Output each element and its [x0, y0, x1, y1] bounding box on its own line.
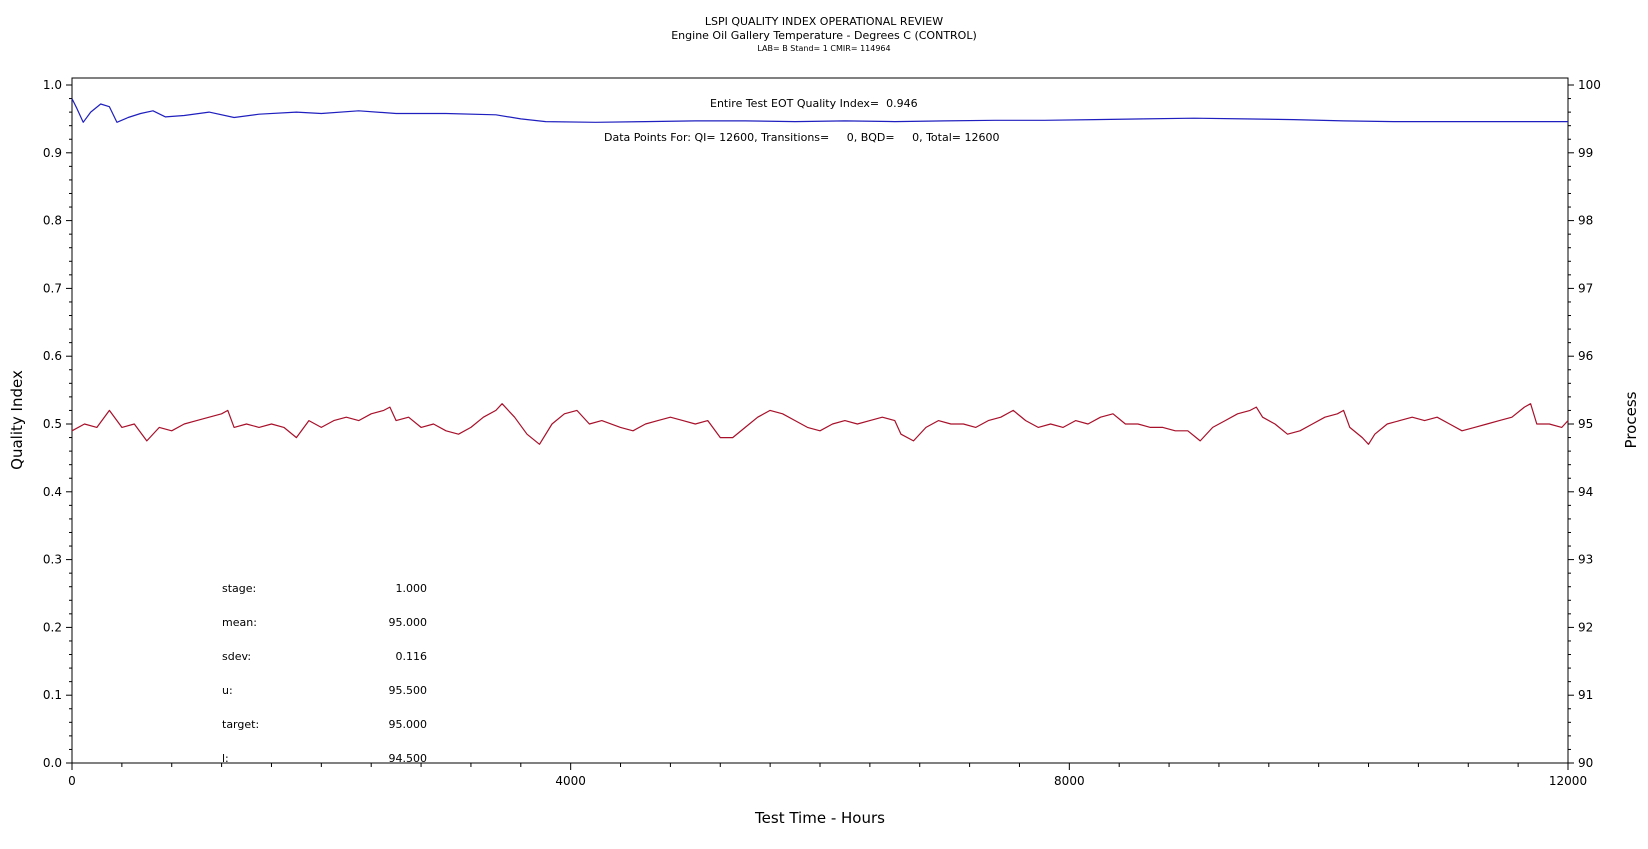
stat-value-target: 95.000 [389, 718, 428, 731]
stat-label-stage: stage: [222, 582, 256, 595]
stat-label-sdev: sdev: [222, 650, 251, 663]
y-right-tick-label: 91 [1578, 688, 1593, 702]
chart-title: LSPI QUALITY INDEX OPERATIONAL REVIEW [705, 15, 943, 28]
stat-label-mean: mean: [222, 616, 257, 629]
y-left-tick-label: 0.1 [43, 688, 62, 702]
chart-info-line: LAB= B Stand= 1 CMIR= 114964 [757, 44, 890, 53]
y-left-tick-label: 0.4 [43, 485, 62, 499]
x-tick-label: 0 [68, 774, 76, 788]
stat-label-l: l: [222, 752, 229, 765]
x-axis: 0 4000 8000 12000 [68, 763, 1587, 788]
y-left-tick-label: 0.2 [43, 620, 62, 634]
y-left-tick-label: 0.9 [43, 146, 62, 160]
stat-label-target: target: [222, 718, 259, 731]
y-right-tick-label: 100 [1578, 78, 1601, 92]
y-right-tick-label: 99 [1578, 146, 1593, 160]
y-right-tick-label: 93 [1578, 553, 1593, 567]
x-tick-label: 12000 [1549, 774, 1587, 788]
y-right-tick-label: 92 [1578, 620, 1593, 634]
series-0-line [71, 98, 1568, 123]
y-right-tick-label: 97 [1578, 281, 1593, 295]
quality-index-annotation: Entire Test EOT Quality Index= 0.946 [710, 97, 918, 110]
y-left-tick-label: 0.8 [43, 214, 62, 228]
y-axis-right-label: Process [1622, 391, 1640, 448]
y-right-tick-label: 90 [1578, 756, 1593, 770]
y-right-tick-label: 95 [1578, 417, 1593, 431]
series-1-line [71, 403, 1569, 445]
y-left-tick-label: 1.0 [43, 78, 62, 92]
plot-frame [71, 77, 1569, 764]
data-points-annotation: Data Points For: QI= 12600, Transitions=… [604, 131, 999, 144]
stat-value-l: 94.500 [389, 752, 428, 765]
x-tick-label: 4000 [555, 774, 586, 788]
stat-value-u: 95.500 [389, 684, 428, 697]
stats-block: stage: 1.000 mean: 95.000 sdev: 0.116 u:… [222, 582, 427, 765]
x-tick-label: 8000 [1054, 774, 1085, 788]
y-left-tick-label: 0.0 [43, 756, 62, 770]
y-right-tick-label: 96 [1578, 349, 1593, 363]
stat-value-mean: 95.000 [389, 616, 428, 629]
x-axis-label: Test Time - Hours [754, 809, 885, 827]
y-left-tick-label: 0.7 [43, 281, 62, 295]
y-right-tick-label: 94 [1578, 485, 1593, 499]
y-axis-left: 0.0 0.1 0.2 0.3 0.4 0.5 0.6 0.7 0.8 0.9 1.0 [43, 78, 72, 770]
y-axis-left-label: Quality Index [8, 370, 26, 470]
chart-subtitle: Engine Oil Gallery Temperature - Degrees… [671, 29, 977, 42]
stat-value-stage: 1.000 [396, 582, 428, 595]
y-axis-right: 90 91 92 93 94 95 96 97 98 99 100 [1568, 78, 1601, 770]
stat-value-sdev: 0.116 [396, 650, 428, 663]
y-right-tick-label: 98 [1578, 214, 1593, 228]
stat-label-u: u: [222, 684, 233, 697]
series-layer [71, 98, 1569, 445]
y-left-tick-label: 0.3 [43, 553, 62, 567]
y-left-tick-label: 0.5 [43, 417, 62, 431]
y-left-tick-label: 0.6 [43, 349, 62, 363]
